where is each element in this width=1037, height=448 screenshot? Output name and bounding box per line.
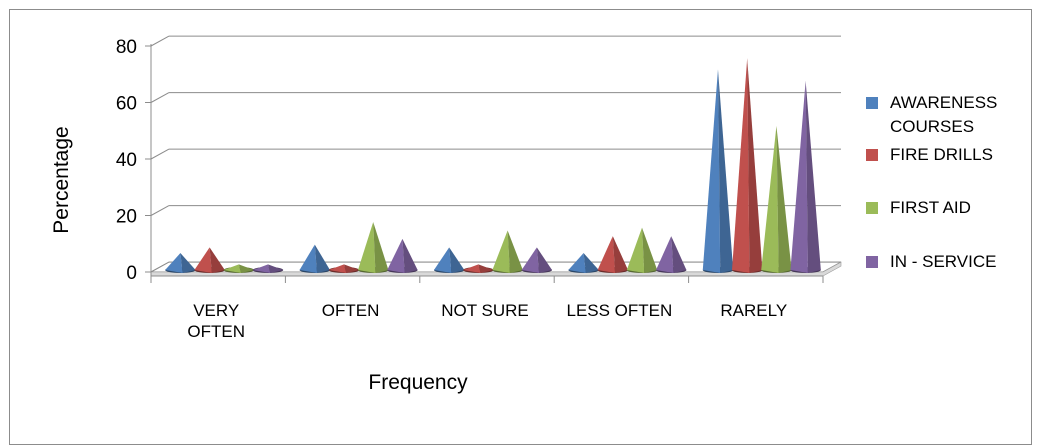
cone-bar [299, 244, 330, 273]
y-tick-label: 20 [116, 207, 137, 228]
cone-bar [463, 264, 494, 273]
cone-face-left [492, 230, 510, 273]
cone-bar [328, 264, 360, 273]
cone-face-left [597, 236, 616, 273]
y-tick-label: 0 [126, 263, 137, 284]
cone-face-right [642, 227, 658, 273]
cone-face-left [463, 264, 481, 273]
cone-face-right [805, 80, 821, 273]
cone-face-right [209, 247, 225, 273]
cone-face-left [702, 69, 721, 273]
cone-bar [194, 247, 225, 273]
cone-bar [358, 221, 389, 273]
cone-face-left [656, 236, 674, 273]
cone-face-left [252, 264, 271, 273]
gridline-side [150, 35, 170, 47]
cone-face-right [402, 238, 418, 273]
cone-face-right [268, 264, 284, 273]
cone-face-right [478, 264, 494, 273]
cone-bar [223, 264, 255, 273]
cone-face-left [194, 247, 212, 273]
x-category-label: RARELY [720, 301, 787, 320]
legend-label: IN - SERVICE [890, 252, 996, 271]
cone-bar [387, 238, 418, 273]
cone-bar [568, 253, 599, 273]
x-category-label: LESS OFTEN [566, 301, 672, 320]
y-tick-label: 40 [116, 150, 137, 171]
x-category-label: VERY OFTEN [187, 301, 245, 341]
cone-face-left [521, 247, 540, 273]
gridline-side [150, 205, 170, 216]
chart-frame: 0 20 40 60 80 VERY OFTEN OFTEN NOT SURE LESS OFTE… [9, 9, 1032, 445]
legend-swatch [866, 97, 878, 109]
cone-chart: 0 20 40 60 80 VERY OFTEN OFTEN NOT SURE LESS OFTE… [50, 35, 997, 394]
cone-face-left [626, 227, 645, 273]
cone-face-left [328, 264, 347, 273]
y-axis-title: Percentage [50, 126, 73, 233]
cone-face-right [314, 244, 330, 273]
cone-face-right [373, 221, 389, 273]
cone-face-right [717, 69, 734, 273]
cone-face-right [612, 236, 628, 273]
cone-face-left [761, 125, 779, 273]
cone-face-left [358, 221, 376, 273]
y-tick-label: 80 [116, 37, 137, 58]
cone-bar [252, 264, 284, 273]
cone-bar [597, 236, 628, 273]
cone-face-right [536, 247, 553, 273]
cone-face-left [299, 244, 318, 273]
y-tick-label: 60 [116, 94, 137, 115]
legend-label: FIRE DRILLS [890, 145, 993, 164]
legend-label: AWARENESS COURSES [890, 93, 997, 136]
cone-face-left [165, 253, 183, 273]
legend-swatch [866, 256, 878, 268]
x-category-label: OFTEN [322, 301, 380, 320]
cone-face-right [238, 264, 255, 273]
cone-bar [521, 247, 553, 273]
cone-face-left [790, 80, 808, 273]
cone-bar [165, 253, 196, 273]
legend-label: FIRST AID [890, 198, 971, 217]
legend-swatch [866, 149, 878, 161]
cone-bar [656, 236, 687, 273]
cone-face-right [583, 253, 599, 273]
cone-face-right [449, 247, 465, 273]
cone-face-right [180, 253, 196, 273]
cone-face-right [343, 264, 360, 273]
cone-bar [702, 69, 734, 273]
cone-face-right [671, 236, 687, 273]
cone-bar [626, 227, 658, 273]
cone-bar [731, 58, 763, 273]
cone-bar [492, 230, 523, 273]
gridline-side [150, 148, 170, 160]
cone-face-left [387, 238, 405, 273]
cone-bar [433, 247, 465, 273]
legend-swatch [866, 202, 878, 214]
cone-bar [790, 80, 821, 273]
cone-face-left [568, 253, 586, 273]
cone-face-right [507, 230, 523, 273]
cone-face-left [433, 247, 452, 273]
cone-face-left [223, 264, 242, 273]
gridline-side [150, 92, 170, 103]
x-axis-title: Frequency [368, 371, 468, 394]
cone-face-right [747, 58, 763, 273]
x-category-label: NOT SURE [441, 301, 529, 320]
cone-face-right [776, 125, 792, 273]
cone-bar [761, 125, 792, 273]
cone-face-left [731, 58, 750, 273]
